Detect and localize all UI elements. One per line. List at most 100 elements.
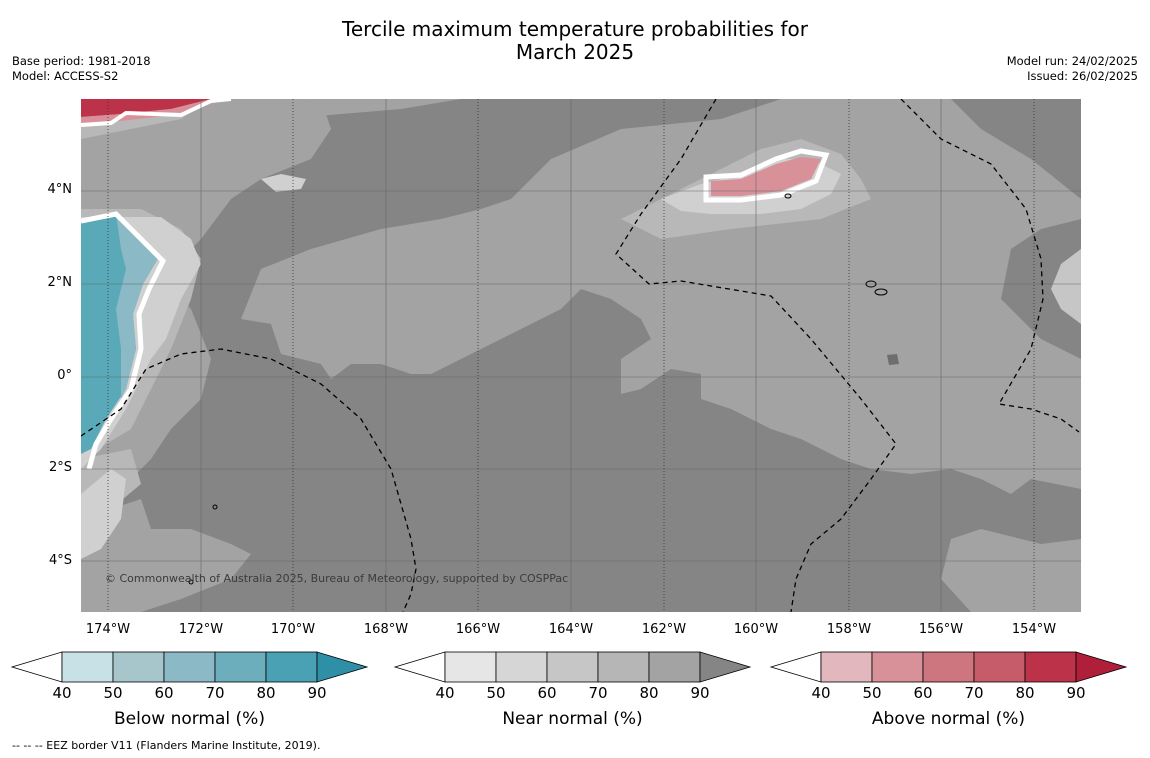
lon-label: 162°W	[641, 622, 687, 637]
island-shape	[874, 288, 888, 296]
above-normal-central-outline	[703, 148, 830, 203]
colorbar-tick-label: 40	[435, 684, 455, 702]
colorbar-segment	[546, 651, 599, 683]
meta-right: Model run: 24/02/2025 Issued: 26/02/2025	[1007, 54, 1138, 84]
eez-border-west	[81, 348, 417, 612]
colorbar-extend-high	[316, 651, 369, 683]
colorbar-tick-label: 70	[964, 684, 984, 702]
below-normal-outline	[81, 211, 167, 470]
colorbar-title-below: Below normal (%)	[114, 709, 265, 729]
lat-label: 2°N	[47, 275, 73, 290]
lon-label: 158°W	[826, 622, 872, 637]
colorbar-extend-low	[769, 651, 822, 683]
colorbar-above-normal	[769, 651, 1128, 683]
base-period-text: Base period: 1981-2018	[12, 54, 151, 68]
colorbar-tick-label: 80	[1015, 684, 1035, 702]
model-text: Model: ACCESS-S2	[12, 69, 119, 83]
above-normal-nw	[81, 99, 211, 117]
near-normal-70-80-southwest	[81, 499, 251, 612]
colorbar-tick-label: 90	[307, 684, 327, 702]
island-dark-patch	[887, 354, 899, 365]
lon-label: 164°W	[548, 622, 594, 637]
colorbar-title-above: Above normal (%)	[871, 709, 1026, 729]
colorbar-extend-high	[699, 651, 752, 683]
colorbar-segment	[1024, 651, 1077, 683]
colorbar-below-normal	[10, 651, 369, 683]
colorbar-tick-label: 50	[103, 684, 123, 702]
colorbar-tick-label: 50	[486, 684, 506, 702]
meta-left: Base period: 1981-2018 Model: ACCESS-S2	[12, 54, 151, 84]
near-normal-60-70-east	[1051, 249, 1081, 324]
colorbar-extend-low	[393, 651, 446, 683]
colorbar-tick-label: 60	[154, 684, 174, 702]
colorbar-segment	[163, 651, 216, 683]
colorbar-segment	[444, 651, 497, 683]
colorbar-segment	[648, 651, 701, 683]
title-line-2: March 2025	[515, 40, 635, 64]
near-normal-70-80-band-north	[81, 99, 461, 139]
issued-text: Issued: 26/02/2025	[1027, 69, 1138, 83]
lat-label: 4°S	[48, 553, 72, 568]
colorbar-segment	[597, 651, 650, 683]
colorbar-tick-label: 60	[913, 684, 933, 702]
eez-border-central	[615, 99, 897, 612]
colorbar-segment	[61, 651, 114, 683]
lon-label: 160°W	[733, 622, 779, 637]
colorbar-extend-low	[10, 651, 63, 683]
colorbar-extend-high	[1075, 651, 1128, 683]
colorbar-tick-label: 40	[811, 684, 831, 702]
island-shape	[188, 579, 194, 585]
colorbar-segment	[871, 651, 924, 683]
lat-label: 2°S	[48, 460, 72, 475]
graticule	[81, 99, 1081, 612]
below-normal-lighter	[116, 214, 159, 399]
lon-label: 170°W	[270, 622, 316, 637]
model-run-text: Model run: 24/02/2025	[1006, 54, 1138, 68]
near-normal-50-60-island	[261, 174, 306, 192]
lon-label: 172°W	[178, 622, 224, 637]
island-shape	[865, 280, 877, 288]
island-shape	[212, 504, 218, 510]
colorbar-tick-label: 70	[205, 684, 225, 702]
colorbar-tick-label: 60	[537, 684, 557, 702]
eez-footnote: -- -- -- EEZ border V11 (Flanders Marine…	[12, 739, 321, 752]
lon-label: 166°W	[455, 622, 501, 637]
eez-border-east	[900, 99, 1080, 433]
above-normal-nw-outline	[81, 99, 232, 127]
title-line-1: Tercile maximum temperature probabilitie…	[342, 17, 808, 41]
islands	[188, 193, 888, 585]
chart-title: Tercile maximum temperature probabilitie…	[0, 18, 1150, 64]
near-normal-70-80-central	[241, 99, 1081, 494]
map-svg	[81, 99, 1081, 612]
near-normal-50-60-southwest	[81, 469, 126, 559]
lat-label: 0°	[57, 368, 72, 383]
colorbar-tick-label: 80	[256, 684, 276, 702]
colorbar-segment	[922, 651, 975, 683]
lat-label: 4°N	[47, 182, 73, 197]
colorbar-tick-label: 90	[690, 684, 710, 702]
above-normal-central	[711, 157, 821, 196]
lon-label: 174°W	[85, 622, 131, 637]
colorbar-tick-label: 70	[588, 684, 608, 702]
lon-label: 156°W	[918, 622, 964, 637]
colorbar-segment	[265, 651, 318, 683]
colorbar-segment	[112, 651, 165, 683]
colorbar-segment	[973, 651, 1026, 683]
colorbar-segment	[495, 651, 548, 683]
colorbar-title-near: Near normal (%)	[502, 709, 643, 729]
colorbar-segment	[820, 651, 873, 683]
near-normal-70-80-region	[81, 99, 331, 509]
colorbar-tick-label: 50	[862, 684, 882, 702]
colorbar-segment	[214, 651, 267, 683]
lon-label: 154°W	[1011, 622, 1057, 637]
colorbar-tick-label: 80	[639, 684, 659, 702]
eez-borders	[81, 99, 1080, 612]
lon-label: 168°W	[363, 622, 409, 637]
colorbars-svg	[10, 651, 1128, 683]
copyright-text: © Commonwealth of Australia 2025, Bureau…	[105, 572, 569, 585]
probability-map: © Commonwealth of Australia 2025, Bureau…	[81, 99, 1081, 612]
colorbar-tick-label: 90	[1066, 684, 1086, 702]
island-shape	[784, 193, 792, 199]
colorbar-near-normal	[393, 651, 752, 683]
colorbar-tick-label: 40	[52, 684, 72, 702]
